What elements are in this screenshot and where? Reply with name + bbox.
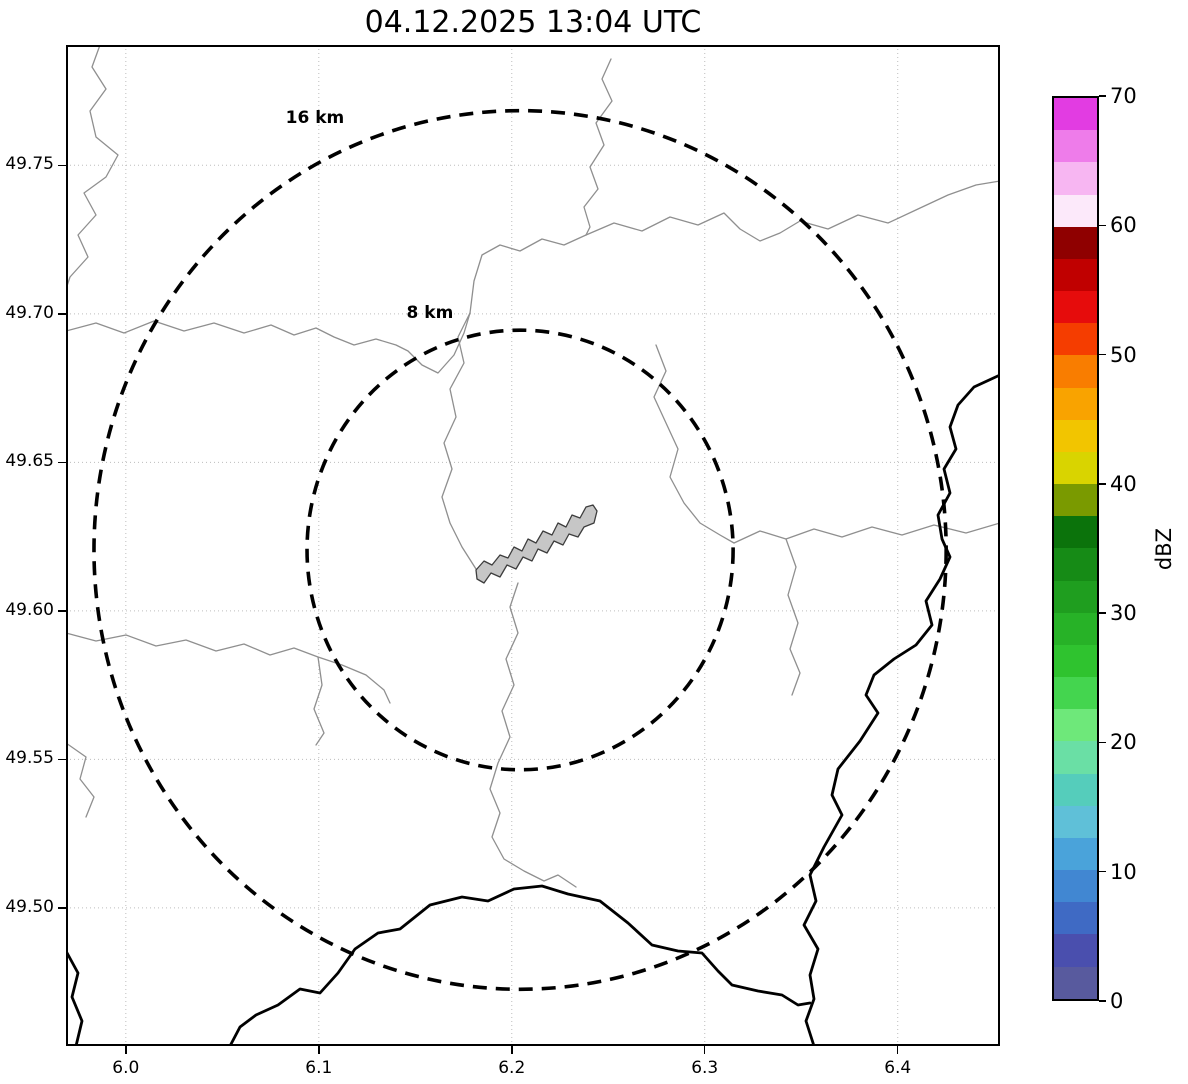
colorbar-segment [1054,870,1097,903]
y-tick-label: 49.75 [5,154,54,175]
colorbar-tick-mark [1099,1000,1106,1002]
colorbar-tick-mark [1099,483,1106,485]
y-tick-label: 49.55 [5,748,54,769]
colorbar-segment [1054,580,1097,613]
colorbar-tick-label: 20 [1110,730,1137,755]
range-ring [92,108,948,992]
admin-boundary-line [441,312,477,570]
colorbar-tick-label: 10 [1110,859,1137,884]
colorbar-segment [1054,548,1097,581]
admin-boundary-line [653,344,735,544]
colorbar-segment [1054,709,1097,742]
y-tick-label: 49.70 [5,302,54,323]
colorbar-tick-label: 40 [1110,471,1137,496]
admin-boundary-line [585,180,1000,242]
colorbar-segment [1054,644,1097,678]
colorbar-segment [1054,387,1097,420]
colorbar-tick-label: 0 [1110,989,1124,1013]
colorbar-segment [1054,805,1097,838]
y-tick-mark [58,758,66,761]
colorbar-tick-mark [1099,870,1106,873]
x-tick-label: 6.4 [884,1058,912,1078]
colorbar-segment [1054,258,1097,292]
y-tick-mark [58,461,66,464]
country-border-line [228,884,812,1046]
y-tick-label: 49.50 [5,896,54,917]
colorbar-segment [1054,419,1097,452]
colorbar-tick-label: 60 [1110,213,1137,238]
colorbar-segment [1054,612,1097,645]
colorbar-segment [1054,98,1097,131]
map-plot: 16 km 8 km [66,45,1000,1046]
colorbar-segment [1054,226,1097,259]
admin-boundary-line [733,522,1000,544]
country-border-line [66,949,84,1046]
colorbar-segment [1054,291,1097,324]
range-ring-label: 16 km [286,108,345,128]
x-tick-mark [318,1046,320,1054]
colorbar-segment [1054,355,1097,388]
colorbar-tick-mark [1099,224,1106,227]
colorbar-segment [1054,934,1097,967]
colorbar-segment [1054,194,1097,227]
admin-boundary-line [66,742,95,818]
colorbar-tick-mark [1099,612,1106,614]
colorbar-tick-label: 50 [1110,342,1137,367]
x-tick-label: 6.0 [112,1058,140,1078]
colorbar [1052,96,1099,1001]
colorbar-segment [1054,516,1097,549]
colorbar-segment [1054,162,1097,195]
y-tick-label: 49.65 [5,451,54,472]
x-tick-mark [896,1046,899,1054]
x-tick-mark [511,1046,513,1054]
colorbar-tick-label: 70 [1110,84,1137,108]
admin-boundary-line [469,234,587,314]
y-tick-mark [58,164,66,167]
y-tick-label: 49.60 [5,599,54,620]
admin-boundary-line [66,632,391,704]
range-ring-label: 8 km [407,303,454,323]
country-border-line [802,373,1000,1046]
colorbar-tick-mark [1099,353,1106,356]
admin-boundary-line [489,582,577,888]
x-tick-mark [703,1046,706,1054]
x-tick-mark [125,1046,127,1054]
colorbar-segment [1054,837,1097,871]
colorbar-segment [1054,484,1097,517]
admin-boundary-line [66,45,119,290]
y-tick-mark [58,907,66,909]
admin-boundary-line [66,312,471,374]
colorbar-segments [1054,98,1097,999]
y-tick-mark [58,313,66,315]
city-boundary-polygon [475,504,598,584]
colorbar-segment [1054,741,1097,774]
colorbar-segment [1054,130,1097,163]
colorbar-segment [1054,677,1097,710]
colorbar-tick-mark [1099,95,1106,97]
admin-boundary-line [583,58,613,236]
x-tick-label: 6.1 [305,1058,333,1078]
colorbar-tick-mark [1099,741,1106,744]
admin-boundary-line [785,538,801,696]
map-svg: 16 km 8 km [66,45,1000,1046]
axes-frame [66,45,1000,1046]
colorbar-segment [1054,773,1097,806]
colorbar-segment [1054,451,1097,485]
colorbar-tick-label: 30 [1110,601,1137,626]
range-ring [305,328,735,772]
colorbar-label: dBZ [1152,527,1176,571]
y-tick-mark [58,610,66,612]
plot-title: 04.12.2025 13:04 UTC [364,5,702,40]
colorbar-segment [1054,323,1097,356]
colorbar-segment [1054,902,1097,935]
x-tick-label: 6.3 [691,1058,719,1078]
x-tick-label: 6.2 [498,1058,526,1078]
colorbar-segment [1054,966,1097,999]
admin-boundary-line [313,656,325,746]
